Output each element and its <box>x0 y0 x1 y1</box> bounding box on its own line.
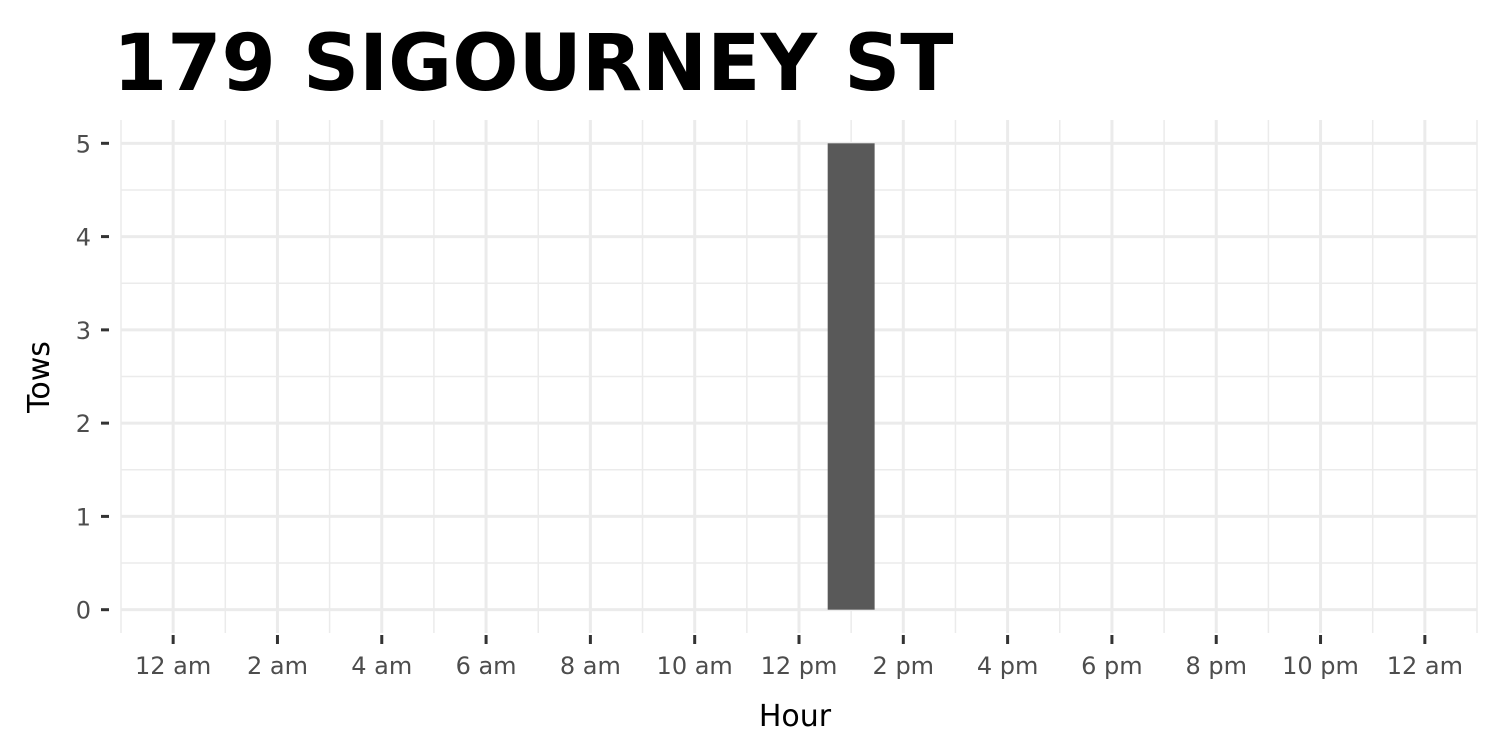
y-tick-label: 3 <box>76 317 91 345</box>
y-tick-label: 5 <box>76 130 91 158</box>
x-tick-label: 6 pm <box>1081 652 1143 680</box>
x-axis: 12 am 2 am 4 am 6 am 8 am 10 am 12 pm 2 pm 4 pm 6… <box>135 635 1463 680</box>
chart-title: 179 SIGOURNEY ST <box>113 19 953 109</box>
x-tick-label: 6 am <box>456 652 517 680</box>
y-tick-label: 0 <box>76 597 91 625</box>
y-tick-label: 1 <box>76 503 91 531</box>
y-tick-label: 2 <box>76 410 91 438</box>
x-tick-label: 12 am <box>135 652 211 680</box>
y-axis: 0 1 2 3 4 5 <box>76 130 109 625</box>
x-tick-label: 12 am <box>1387 652 1463 680</box>
x-tick-label: 2 am <box>247 652 308 680</box>
x-tick-label: 12 pm <box>761 652 838 680</box>
x-axis-title: Hour <box>759 699 832 734</box>
y-axis-title: Tows <box>22 341 57 414</box>
x-tick-label: 10 pm <box>1282 652 1359 680</box>
bars <box>827 143 875 610</box>
major-gridlines <box>121 120 1477 633</box>
x-tick-label: 10 am <box>657 652 733 680</box>
x-tick-label: 8 pm <box>1185 652 1247 680</box>
x-tick-label: 4 am <box>351 652 412 680</box>
x-tick-label: 2 pm <box>873 652 935 680</box>
bar <box>827 143 875 610</box>
x-tick-label: 8 am <box>560 652 621 680</box>
y-tick-label: 4 <box>76 224 91 252</box>
x-tick-label: 4 pm <box>977 652 1039 680</box>
